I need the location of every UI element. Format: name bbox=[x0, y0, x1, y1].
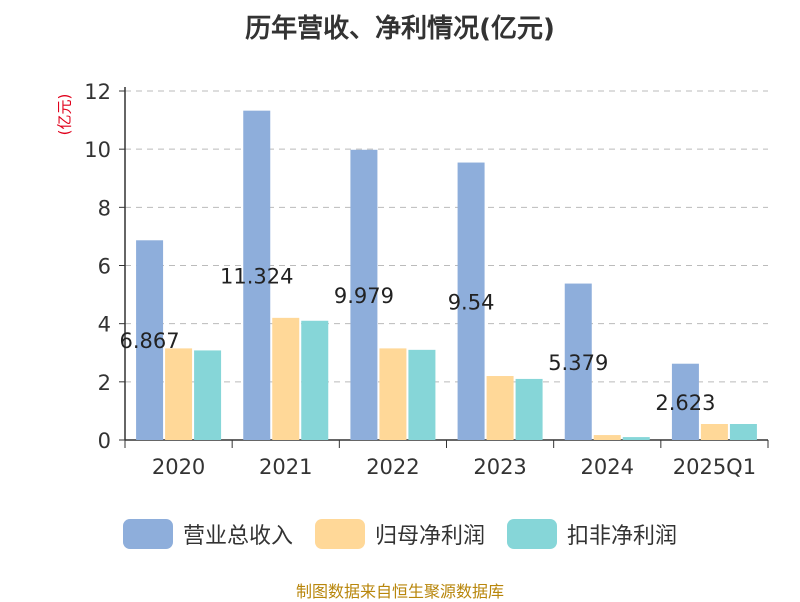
bar-deducted-net-profit bbox=[622, 437, 650, 440]
x-tick-label: 2022 bbox=[366, 455, 419, 479]
data-label: 11.324 bbox=[220, 264, 293, 288]
legend-item-deducted-net-profit[interactable]: 扣非净利润 bbox=[507, 518, 677, 550]
bar-deducted-net-profit bbox=[515, 378, 543, 440]
bar-revenue bbox=[457, 162, 485, 441]
bar-deducted-net-profit bbox=[408, 349, 436, 440]
data-label: 9.979 bbox=[334, 284, 394, 308]
bar-net-profit bbox=[593, 435, 621, 440]
x-tick-label: 2020 bbox=[152, 455, 205, 479]
chart-title: 历年营收、净利情况(亿元) bbox=[245, 14, 555, 44]
y-tick-label: 6 bbox=[98, 255, 111, 279]
data-source-note: 制图数据来自恒生聚源数据库 bbox=[295, 582, 504, 601]
bar-revenue bbox=[671, 363, 699, 440]
bar-revenue bbox=[564, 283, 592, 440]
bar-deducted-net-profit bbox=[194, 350, 222, 440]
x-tick-label: 2021 bbox=[259, 455, 312, 479]
bar-revenue bbox=[243, 110, 271, 440]
legend-swatch-revenue bbox=[122, 519, 173, 549]
bar-net-profit bbox=[700, 424, 728, 440]
legend-swatch-net-profit bbox=[314, 519, 365, 549]
legend-item-net-profit[interactable]: 归母净利润 bbox=[314, 518, 485, 550]
data-label: 5.379 bbox=[548, 351, 608, 375]
legend-swatch-deducted-net-profit bbox=[507, 519, 557, 549]
bar-deducted-net-profit bbox=[729, 424, 757, 440]
y-tick-label: 10 bbox=[84, 138, 111, 162]
y-tick-label: 8 bbox=[98, 196, 111, 220]
y-tick-label: 4 bbox=[98, 313, 111, 337]
bar-net-profit bbox=[486, 376, 514, 440]
bar-net-profit bbox=[272, 317, 300, 440]
legend: 营业总收入 归母净利润 扣非净利润 bbox=[0, 518, 800, 550]
y-tick-label: 0 bbox=[98, 429, 111, 453]
data-label: 9.54 bbox=[448, 290, 495, 314]
data-label: 6.867 bbox=[120, 329, 180, 353]
data-label: 2.623 bbox=[655, 391, 715, 415]
bar-net-profit bbox=[165, 348, 193, 440]
bar-deducted-net-profit bbox=[301, 320, 329, 440]
bar-net-profit bbox=[379, 348, 407, 440]
bar-revenue bbox=[136, 240, 164, 440]
legend-label-deducted-net-profit: 扣非净利润 bbox=[567, 524, 678, 549]
bar-revenue bbox=[350, 149, 378, 441]
y-tick-label: 12 bbox=[84, 80, 111, 104]
y-tick-label: 2 bbox=[98, 371, 111, 395]
x-tick-label: 2023 bbox=[473, 455, 526, 479]
legend-label-revenue: 营业总收入 bbox=[182, 524, 293, 549]
x-tick-label: 2025Q1 bbox=[673, 455, 756, 479]
x-tick-label: 2024 bbox=[581, 455, 634, 479]
legend-item-revenue[interactable]: 营业总收入 bbox=[122, 518, 293, 550]
legend-label-net-profit: 归母净利润 bbox=[374, 524, 485, 549]
